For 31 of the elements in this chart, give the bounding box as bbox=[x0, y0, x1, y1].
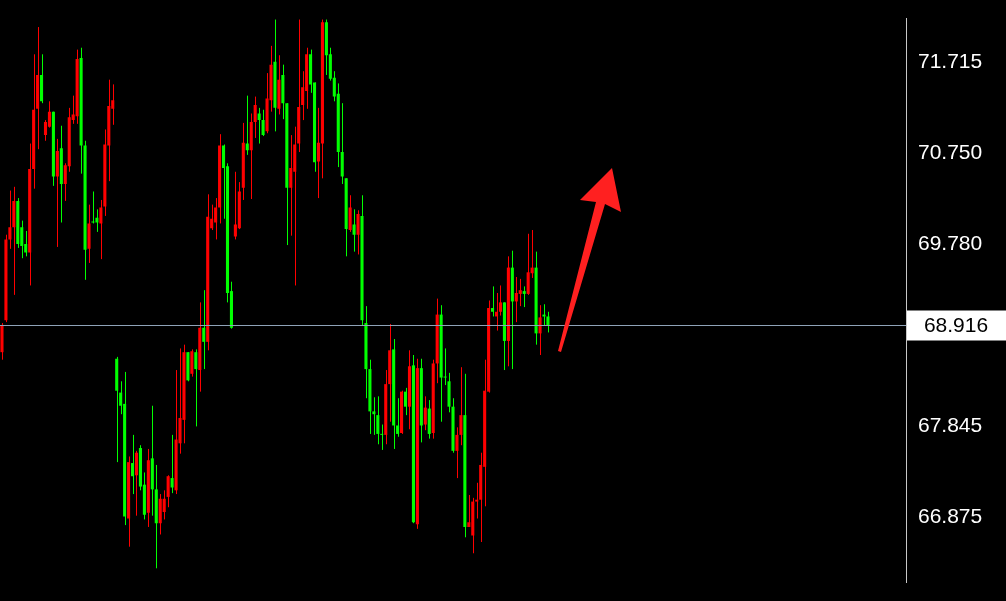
candlestick bbox=[233, 171, 237, 240]
candlestick bbox=[130, 434, 135, 495]
y-tick-label: 70.750 bbox=[918, 139, 983, 163]
candlestick bbox=[514, 276, 518, 323]
candlestick bbox=[257, 107, 261, 145]
candlestick bbox=[376, 395, 380, 445]
candlestick bbox=[170, 434, 174, 494]
candlestick bbox=[202, 289, 206, 370]
candlestick bbox=[289, 134, 293, 237]
candlestick bbox=[190, 348, 194, 378]
candlestick bbox=[538, 304, 542, 356]
candlestick bbox=[166, 474, 170, 508]
candlestick bbox=[518, 278, 522, 307]
candlestick bbox=[352, 208, 356, 253]
y-tick-label: 67.845 bbox=[918, 412, 983, 436]
y-tick-label: 66.875 bbox=[918, 503, 983, 527]
candlestick bbox=[134, 450, 139, 517]
candlestick bbox=[522, 285, 526, 308]
candlestick bbox=[245, 95, 249, 156]
candlestick bbox=[348, 194, 352, 233]
y-tick-label: 71.715 bbox=[918, 49, 983, 73]
candlestick bbox=[526, 233, 530, 296]
candlestick bbox=[403, 387, 408, 416]
candlestick bbox=[253, 96, 257, 139]
candlestick bbox=[423, 395, 427, 431]
candlestick bbox=[261, 109, 265, 137]
ref-line-label: 68.916 bbox=[923, 313, 989, 337]
y-tick-label: 69.780 bbox=[918, 230, 983, 254]
candlestick bbox=[91, 191, 95, 224]
candlestick bbox=[162, 489, 166, 520]
candlestick bbox=[491, 285, 495, 317]
